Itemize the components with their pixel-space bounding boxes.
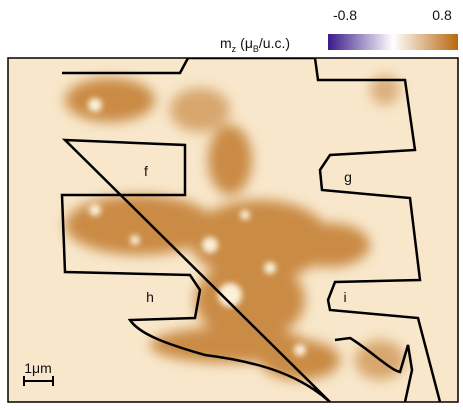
magnetization-map bbox=[8, 58, 458, 402]
label-part: m bbox=[220, 35, 232, 51]
label-part: z bbox=[232, 44, 237, 54]
figure: mz(μB/u.c.) -0.8 0.8 f g h i 1μm bbox=[0, 0, 463, 405]
region-label: h bbox=[146, 289, 154, 305]
page: mz(μB/u.c.) -0.8 0.8 f g h i 1μm (() = bbox=[0, 0, 463, 410]
region-label: i bbox=[343, 289, 346, 305]
region-label: f bbox=[144, 163, 148, 179]
label-part: (μ bbox=[240, 35, 253, 51]
label-part: /u.c.) bbox=[259, 35, 290, 51]
region-label: g bbox=[344, 169, 352, 185]
colorbar-min: -0.8 bbox=[333, 7, 357, 23]
scale-bar-label: 1μm bbox=[24, 360, 52, 376]
colorbar-max: 0.8 bbox=[432, 7, 452, 23]
colorbar bbox=[328, 34, 458, 50]
colorbar-label: mz(μB/u.c.) bbox=[220, 35, 290, 54]
